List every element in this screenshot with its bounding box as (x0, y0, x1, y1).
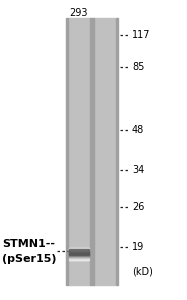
Text: 26: 26 (132, 202, 144, 212)
Text: 19: 19 (132, 242, 144, 252)
Bar (69, 254, 89, 255)
Text: 293: 293 (70, 8, 88, 18)
Bar (66, 18, 68, 285)
Bar (68, 18, 90, 285)
Bar (92, 18, 94, 285)
Text: 85: 85 (132, 62, 144, 72)
Text: 34: 34 (132, 165, 144, 175)
Bar (116, 18, 118, 285)
Text: (kD): (kD) (132, 267, 153, 277)
Bar (69, 252, 89, 253)
Bar (69, 248, 89, 249)
Text: (pSer15): (pSer15) (2, 254, 56, 264)
Text: STMN1--: STMN1-- (2, 239, 55, 249)
Bar (69, 255, 89, 256)
Bar (69, 258, 89, 259)
Bar (69, 257, 89, 258)
Text: 117: 117 (132, 30, 151, 40)
Bar (69, 249, 89, 250)
Bar (69, 249, 89, 255)
Bar (69, 251, 89, 252)
Bar (69, 256, 89, 257)
Bar (90, 18, 92, 285)
Bar (94, 18, 116, 285)
Text: 48: 48 (132, 125, 144, 135)
Bar (69, 259, 89, 260)
Bar (69, 250, 89, 251)
